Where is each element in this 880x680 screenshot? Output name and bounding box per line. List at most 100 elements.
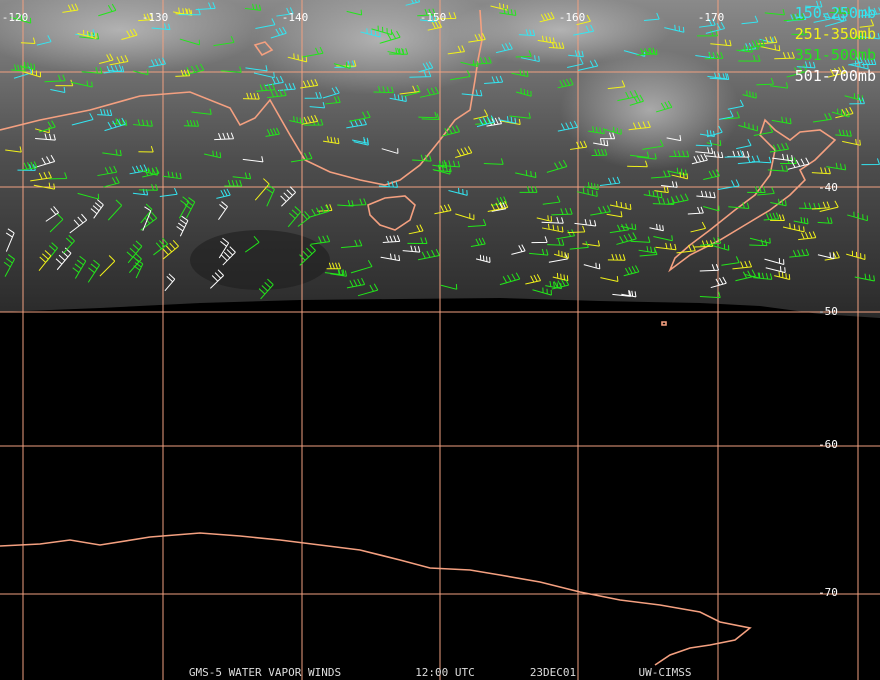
- wind-barb: [486, 117, 503, 127]
- wind-barb: [554, 250, 569, 259]
- wind-barb: [710, 39, 732, 47]
- wind-barb: [655, 242, 677, 251]
- wind-barb: [490, 2, 509, 11]
- wind-barb: [588, 126, 605, 135]
- wind-barb: [590, 205, 611, 216]
- wind-barb: [381, 148, 399, 154]
- wind-barb: [593, 138, 609, 147]
- wind-barb: [373, 86, 394, 94]
- wind-barb: [5, 146, 22, 153]
- wind-barb: [576, 14, 591, 26]
- wind-barb: [242, 92, 260, 100]
- wind-barb: [407, 237, 428, 245]
- wind-barb: [568, 50, 584, 58]
- wind-barb: [438, 159, 461, 168]
- wind-barb: [159, 187, 178, 198]
- wind-barb: [849, 60, 869, 70]
- wind-barb: [798, 231, 817, 241]
- legend-entry: 351-500mb: [795, 46, 876, 64]
- wind-barb: [69, 213, 88, 234]
- wind-barb: [710, 276, 727, 289]
- wind-barb: [515, 50, 532, 58]
- wind-barb: [617, 90, 639, 102]
- wind-barb: [651, 170, 671, 179]
- wind-barb: [779, 157, 797, 165]
- wind-barb: [609, 201, 632, 210]
- wind-barb: [499, 272, 521, 286]
- wind-barb: [791, 28, 807, 36]
- wind-barb: [782, 223, 805, 233]
- wind-barb: [764, 8, 785, 16]
- wind-barb: [519, 186, 538, 193]
- wind-barb: [861, 158, 880, 166]
- wind-barb: [709, 72, 730, 80]
- wind-barb: [63, 235, 75, 254]
- wind-barb: [763, 212, 780, 221]
- wind-barb: [348, 198, 367, 207]
- wind-barb: [717, 179, 740, 190]
- wind-barb: [418, 248, 440, 261]
- wind-barb: [412, 154, 432, 162]
- wind-barb: [846, 32, 867, 40]
- wind-barb: [142, 206, 152, 231]
- wind-barb: [583, 262, 601, 270]
- wind-barb: [405, 0, 421, 6]
- wind-barb: [764, 258, 785, 266]
- wind-barb: [574, 219, 597, 227]
- wind-barb: [576, 187, 598, 197]
- wind-barb: [218, 237, 230, 259]
- wind-barb: [297, 211, 311, 227]
- wind-barb: [573, 24, 595, 36]
- wind-barb: [627, 160, 648, 168]
- wind-barb: [703, 169, 720, 181]
- wind-barb: [644, 12, 660, 22]
- wind-barb: [371, 25, 393, 36]
- longitude-label: -140: [282, 11, 309, 24]
- wind-barb: [403, 85, 421, 97]
- wind-barb: [79, 32, 100, 40]
- wind-barb: [604, 126, 622, 135]
- wind-barb: [520, 55, 540, 63]
- wind-barb: [826, 162, 847, 171]
- wind-barb: [102, 149, 122, 157]
- wind-barb: [346, 277, 366, 289]
- wind-barb: [749, 237, 771, 244]
- wind-barb: [612, 290, 632, 297]
- wind-barb: [255, 18, 276, 29]
- wind-barb: [289, 116, 305, 125]
- wind-barb: [346, 9, 363, 16]
- wind-barb: [99, 53, 114, 65]
- wind-barb: [735, 269, 756, 282]
- wind-barb: [126, 240, 143, 264]
- wind-barb: [607, 253, 626, 261]
- cloud-bright-areas: [0, 0, 740, 290]
- wind-barb: [220, 66, 242, 73]
- wind-barb: [138, 13, 154, 22]
- wind-barb: [121, 28, 138, 41]
- wind-barb: [409, 70, 432, 78]
- wind-barb: [44, 74, 66, 83]
- wind-barb: [153, 237, 169, 256]
- wind-barb: [732, 260, 753, 270]
- wind-barb: [518, 29, 536, 37]
- wind-barb: [266, 184, 275, 207]
- wind-barb: [104, 117, 126, 132]
- wind-barb: [487, 200, 509, 212]
- wind-barb: [705, 151, 724, 159]
- wind-barb: [630, 236, 651, 243]
- wind-barb: [548, 41, 565, 49]
- wind-barb: [699, 18, 716, 28]
- wind-barb: [340, 239, 363, 249]
- wind-barb: [138, 184, 159, 191]
- wind-barb: [440, 283, 458, 290]
- wind-barb: [649, 223, 664, 232]
- wind-barb: [162, 239, 179, 260]
- wind-barb: [628, 120, 651, 131]
- wind-barb: [402, 245, 421, 253]
- wind-barb: [77, 29, 97, 39]
- longitude-label: -120: [2, 11, 29, 24]
- wind-barb: [5, 228, 15, 252]
- wind-barb: [700, 236, 722, 246]
- wind-barb: [607, 80, 626, 90]
- wind-barb: [473, 109, 489, 120]
